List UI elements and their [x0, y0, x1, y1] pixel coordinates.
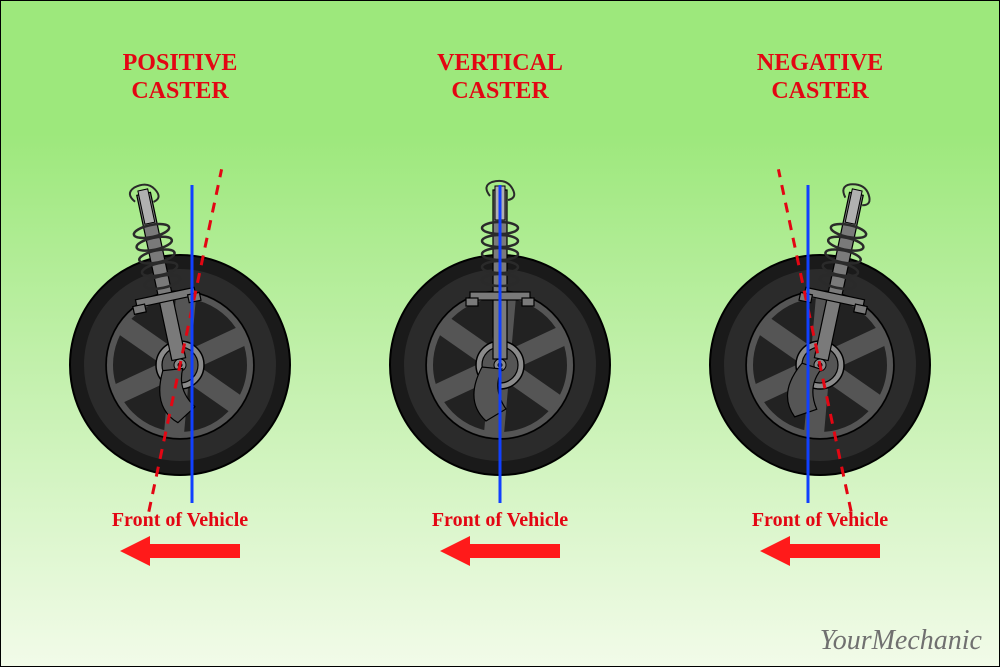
wheel-diagram	[40, 125, 320, 505]
front-arrow-icon	[120, 532, 240, 571]
front-arrow-icon	[440, 532, 560, 571]
panels-row: POSITIVE CASTER Front of Vehicl	[0, 0, 1000, 667]
watermark-text: YourMechanic	[820, 625, 982, 657]
panel-title: VERTICAL CASTER	[437, 50, 563, 105]
panel-negative: NEGATIVE CASTER Front of Vehicl	[670, 50, 970, 571]
front-arrow-icon	[760, 532, 880, 571]
panel-positive: POSITIVE CASTER Front of Vehicl	[30, 50, 330, 571]
panel-title: POSITIVE CASTER	[123, 50, 238, 105]
panel-title: NEGATIVE CASTER	[757, 50, 883, 105]
panel-vertical: VERTICAL CASTER Front of Vehicl	[350, 50, 650, 571]
wheel-diagram	[360, 125, 640, 505]
wheel-diagram	[680, 125, 960, 505]
